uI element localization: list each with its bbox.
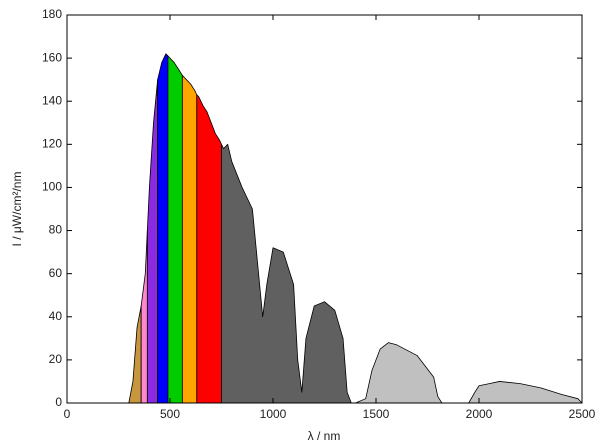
x-tick-label: 1500 [363, 407, 390, 421]
x-tick-label: 0 [64, 407, 71, 421]
x-tick-label: 2000 [466, 407, 493, 421]
spectrum-area [157, 53, 169, 404]
y-tick-label: 120 [42, 137, 62, 151]
y-tick-label: 20 [49, 352, 63, 366]
y-axis-label: I / μW/cm²/nm [10, 172, 24, 247]
x-tick-label: 500 [160, 407, 180, 421]
x-tick-label: 1000 [260, 407, 287, 421]
spectrum-area [167, 55, 183, 404]
y-tick-label: 180 [42, 7, 62, 21]
y-tick-label: 40 [49, 309, 63, 323]
y-tick-label: 0 [55, 395, 62, 409]
spectrum-area [196, 94, 222, 404]
x-axis-label: λ / nm [308, 429, 341, 443]
x-tick-label: 2500 [569, 407, 596, 421]
spectrum-area [221, 143, 352, 404]
y-tick-label: 60 [49, 266, 63, 280]
y-tick-label: 160 [42, 50, 62, 64]
y-tick-label: 100 [42, 180, 62, 194]
plot-frame [66, 14, 583, 404]
spectrum-area [181, 74, 198, 404]
y-tick-label: 140 [42, 93, 62, 107]
y-tick-label: 80 [49, 223, 63, 237]
